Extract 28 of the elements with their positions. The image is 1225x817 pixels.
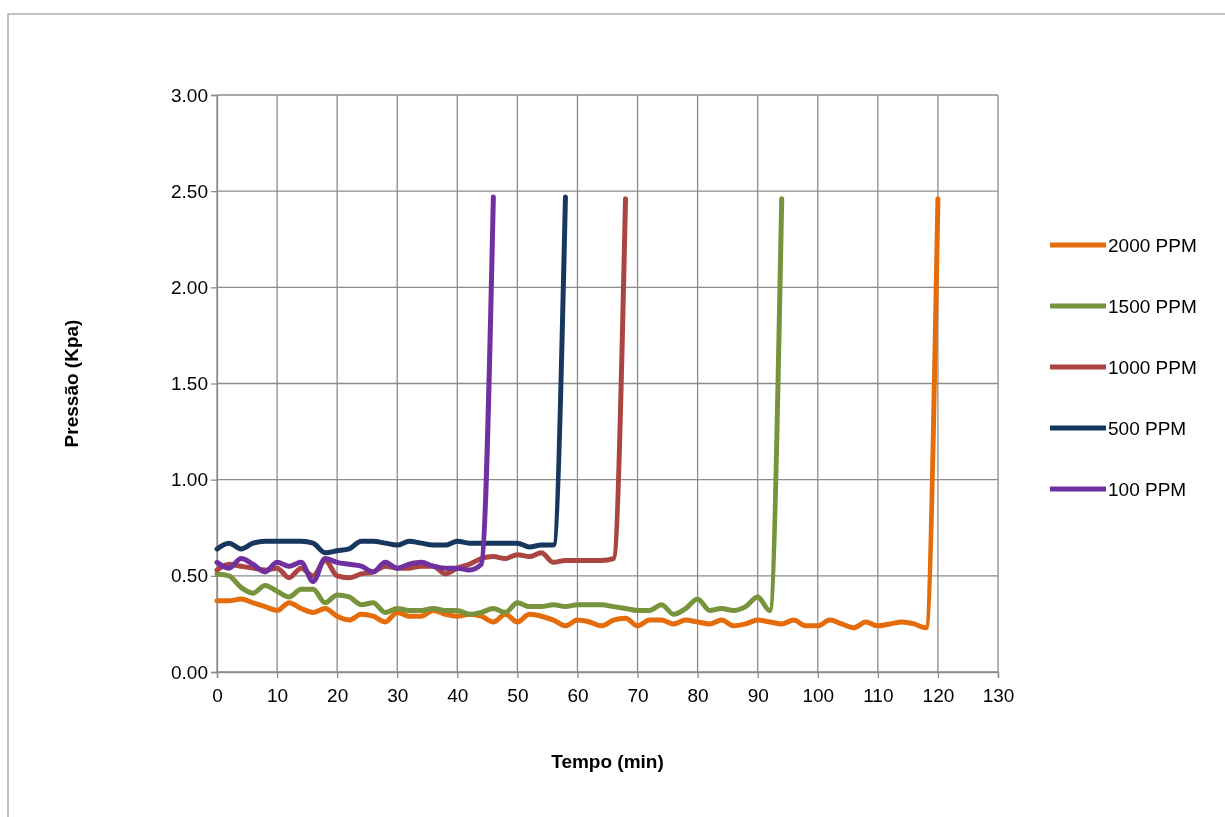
x-tick-label: 100 bbox=[802, 684, 835, 706]
x-tick-label: 110 bbox=[863, 684, 894, 706]
legend-label: 1500 PPM bbox=[1108, 295, 1197, 317]
y-tick-label: 3.00 bbox=[171, 84, 208, 106]
x-tick-label: 30 bbox=[387, 684, 409, 706]
y-axis-title: Pressão (Kpa) bbox=[61, 319, 82, 448]
x-tick-label: 40 bbox=[447, 684, 469, 706]
y-tick-label: 0.50 bbox=[171, 565, 208, 587]
x-tick-label: 0 bbox=[212, 684, 223, 706]
y-tick-label: 2.00 bbox=[171, 276, 208, 298]
x-tick-label: 90 bbox=[747, 684, 769, 706]
x-tick-label: 130 bbox=[982, 684, 1015, 706]
y-tick-label: 0.00 bbox=[171, 661, 208, 683]
x-tick-label: 50 bbox=[507, 684, 529, 706]
legend-label: 100 PPM bbox=[1108, 478, 1187, 500]
x-tick-label: 20 bbox=[327, 684, 349, 706]
x-tick-label: 80 bbox=[687, 684, 709, 706]
x-tick-label: 70 bbox=[627, 684, 649, 706]
y-tick-label: 2.50 bbox=[171, 180, 208, 202]
y-tick-label: 1.50 bbox=[171, 373, 208, 395]
y-tick-label: 1.00 bbox=[171, 469, 208, 491]
x-tick-label: 60 bbox=[567, 684, 589, 706]
legend-label: 500 PPM bbox=[1108, 417, 1187, 439]
legend-label: 1000 PPM bbox=[1108, 356, 1197, 378]
legend-label: 2000 PPM bbox=[1108, 234, 1197, 256]
x-axis-title: Tempo (min) bbox=[551, 751, 664, 772]
x-tick-label: 120 bbox=[922, 684, 955, 706]
x-tick-label: 10 bbox=[267, 684, 289, 706]
